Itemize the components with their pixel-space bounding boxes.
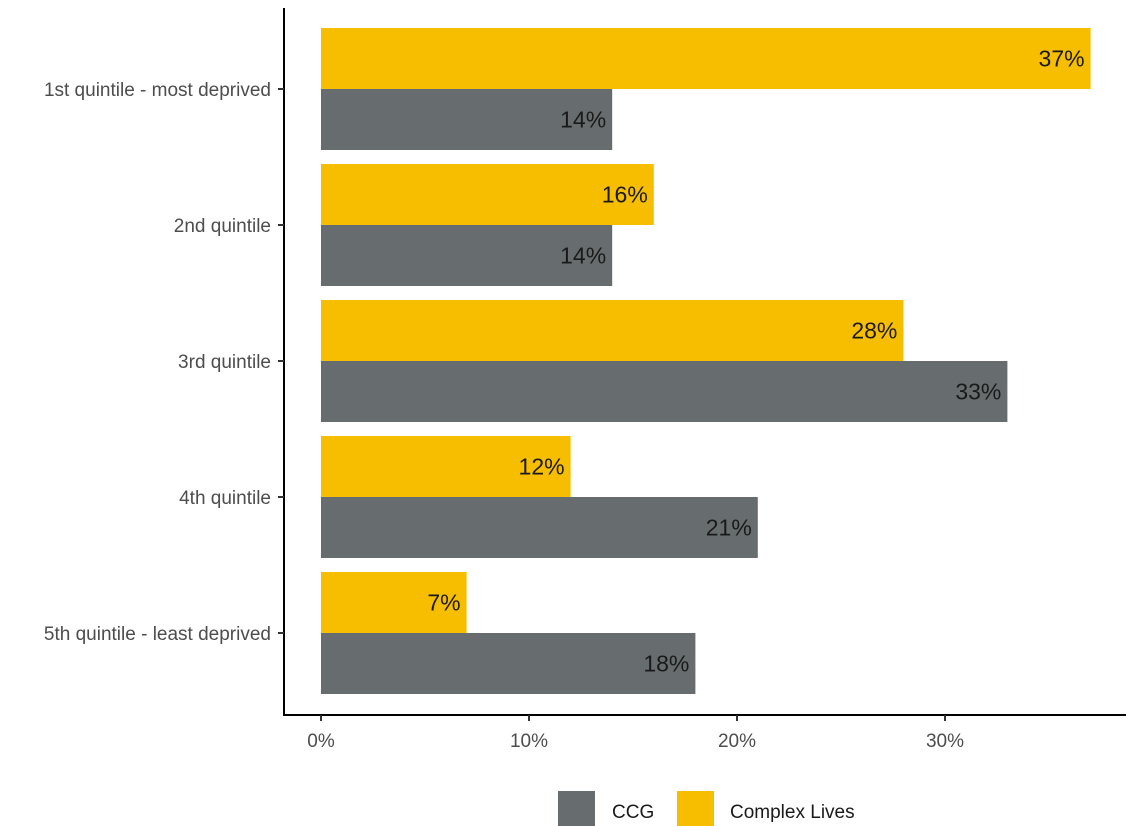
- ccg-data-label: 14%: [560, 107, 606, 133]
- y-tick-label: 4th quintile: [179, 488, 271, 509]
- complex-lives-bar: [321, 300, 904, 361]
- ccg-bar: [321, 361, 1008, 422]
- bars-group: [321, 28, 1091, 694]
- complex-lives-bar: [321, 436, 571, 497]
- complex-lives-bar: [321, 28, 1091, 89]
- y-tick-label: 1st quintile - most deprived: [44, 80, 271, 101]
- legend-label-ccg: CCG: [612, 802, 654, 823]
- complex-lives-bar: [321, 572, 467, 633]
- x-axis-ticks: 0% 10% 20% 30%: [307, 715, 964, 752]
- y-tick-label: 2nd quintile: [174, 216, 271, 237]
- ccg-bar: [321, 225, 613, 286]
- legend: CCG Complex Lives: [558, 791, 855, 826]
- ccg-bar: [321, 497, 758, 558]
- complex-lives-data-label: 7%: [427, 590, 460, 616]
- ccg-data-label: 33%: [955, 379, 1001, 405]
- data-labels-group: 37% 14% 16% 14% 28% 33% 12% 21% 7% 18%: [427, 46, 1084, 677]
- ccg-data-label: 21%: [706, 515, 752, 541]
- ccg-data-label: 14%: [560, 243, 606, 269]
- legend-swatch-complex-lives: [677, 791, 714, 826]
- legend-label-complex-lives: Complex Lives: [730, 802, 855, 823]
- ccg-bar: [321, 633, 696, 694]
- x-tick-label: 0%: [307, 731, 335, 752]
- y-tick-label: 3rd quintile: [178, 352, 271, 373]
- complex-lives-bar: [321, 164, 654, 225]
- ccg-bar: [321, 89, 613, 150]
- x-tick-label: 20%: [718, 731, 756, 752]
- x-tick-label: 10%: [510, 731, 548, 752]
- x-tick-label: 30%: [926, 731, 964, 752]
- y-tick-label: 5th quintile - least deprived: [44, 624, 271, 645]
- complex-lives-data-label: 16%: [602, 182, 648, 208]
- legend-swatch-ccg: [558, 791, 595, 826]
- y-axis-ticks: 1st quintile - most deprived 2nd quintile…: [44, 80, 284, 645]
- complex-lives-data-label: 37%: [1039, 46, 1085, 72]
- ccg-data-label: 18%: [643, 651, 689, 677]
- complex-lives-data-label: 12%: [519, 454, 565, 480]
- complex-lives-data-label: 28%: [851, 318, 897, 344]
